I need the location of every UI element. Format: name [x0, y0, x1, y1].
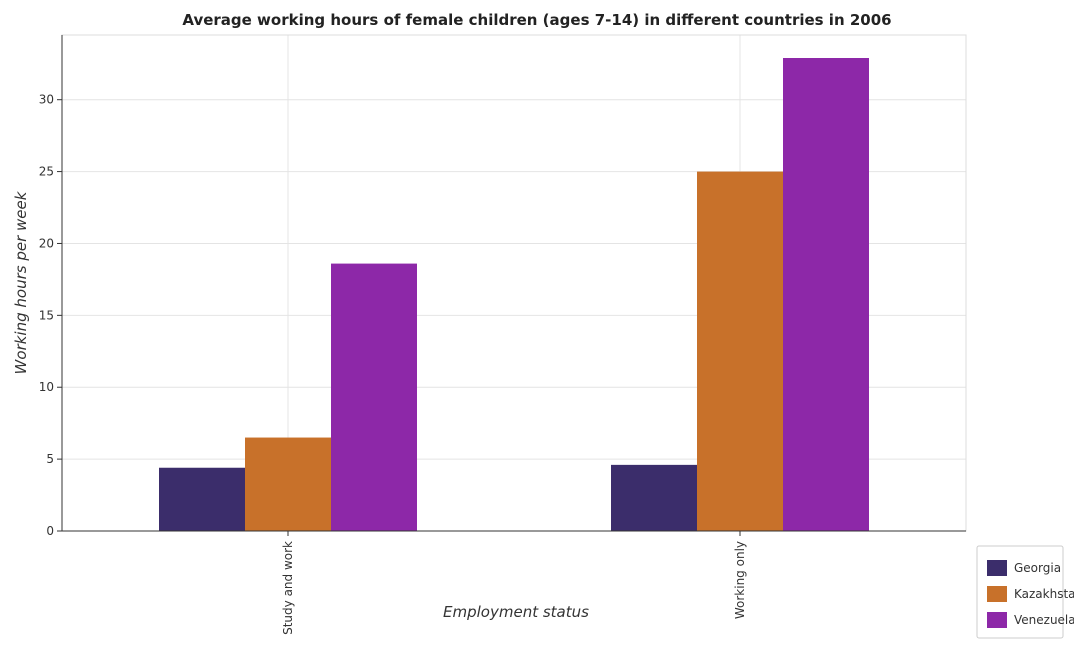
legend-swatch — [987, 560, 1007, 576]
chart-title: Average working hours of female children… — [182, 11, 891, 29]
legend-label: Georgia — [1014, 561, 1061, 575]
y-tick-label: 15 — [39, 308, 54, 322]
bar-kazakhstan — [697, 171, 783, 531]
y-tick-label: 5 — [46, 452, 54, 466]
bar-kazakhstan — [245, 437, 331, 531]
y-tick-label: 20 — [39, 236, 54, 250]
axes: 0 5 10 15 20 25 30 Study and work Working only — [39, 35, 966, 635]
y-axis-label: Working hours per week — [12, 190, 30, 374]
bar-georgia — [159, 467, 245, 531]
legend: Georgia Kazakhstan Venezuela — [976, 545, 1074, 639]
y-tick-label: 0 — [46, 524, 54, 538]
bar-georgia — [611, 464, 697, 531]
legend-swatch — [987, 612, 1007, 628]
bar-venezuela — [783, 58, 869, 531]
x-tick-label: Working only — [733, 541, 747, 619]
y-tick-label: 10 — [39, 380, 54, 394]
bar-venezuela — [331, 263, 417, 531]
y-tick-label: 30 — [39, 93, 54, 107]
x-tick-label: Study and work — [281, 541, 295, 635]
legend-swatch — [987, 586, 1007, 602]
legend-label: Kazakhstan — [1014, 587, 1074, 601]
y-tick-label: 25 — [39, 165, 54, 179]
bars — [159, 58, 869, 531]
x-axis-label: Employment status — [443, 603, 589, 621]
legend-label: Venezuela — [1014, 613, 1074, 627]
